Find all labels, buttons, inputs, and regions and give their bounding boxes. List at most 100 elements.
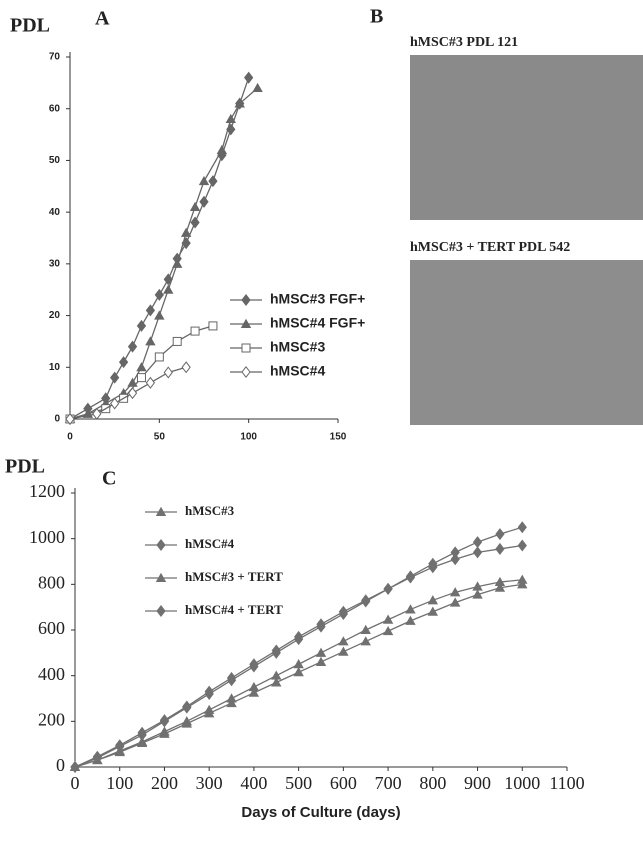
marker: [159, 726, 170, 736]
marker: [294, 630, 304, 643]
marker: [65, 412, 75, 426]
marker: [190, 326, 200, 336]
marker: [163, 366, 173, 379]
y-tick-label: 0: [56, 755, 65, 775]
x-tick-label: 0: [67, 432, 73, 443]
x-tick-label: 200: [151, 773, 178, 793]
marker: [248, 681, 260, 692]
micrograph: [410, 55, 643, 220]
marker: [115, 739, 125, 752]
x-tick-label: 0: [71, 773, 80, 793]
legend-marker: [240, 318, 252, 328]
marker: [225, 113, 236, 124]
marker: [338, 636, 349, 646]
marker: [428, 561, 438, 574]
marker: [154, 352, 164, 362]
marker: [382, 614, 394, 624]
legend-label: hMSC#3: [185, 503, 235, 518]
image-caption: hMSC#3 PDL 121: [410, 35, 518, 50]
marker: [383, 582, 393, 595]
x-tick-label: 500: [285, 773, 312, 793]
y-tick-label: 600: [38, 618, 65, 638]
marker: [92, 407, 102, 420]
marker: [181, 361, 191, 374]
marker: [180, 227, 192, 237]
y-tick-label: 70: [49, 52, 61, 63]
marker: [145, 336, 156, 346]
marker: [203, 704, 215, 714]
micrograph: [410, 260, 643, 425]
legend-marker: [241, 293, 251, 307]
legend-label: hMSC#4 FGF+: [270, 315, 365, 331]
marker: [495, 528, 505, 541]
panel-label: A: [95, 8, 110, 30]
marker: [226, 693, 237, 703]
marker: [234, 98, 245, 108]
x-tick-label: 900: [464, 773, 491, 793]
y-tick-label: 800: [38, 572, 65, 592]
y-tick-label: 60: [49, 103, 61, 114]
x-tick-label: 1100: [549, 773, 584, 793]
y-tick-label: 200: [38, 709, 65, 729]
marker: [405, 615, 416, 625]
marker: [189, 201, 201, 211]
marker: [427, 595, 439, 605]
marker: [136, 362, 147, 372]
y-tick-label: 30: [49, 258, 61, 269]
marker: [427, 606, 439, 616]
y-tick-label: 50: [49, 155, 61, 166]
marker: [494, 582, 506, 592]
x-tick-label: 400: [240, 773, 267, 793]
image-caption: hMSC#3 + TERT PDL 542: [410, 240, 570, 255]
y-tick-label: 1000: [29, 527, 65, 547]
marker: [472, 581, 483, 591]
legend-marker: [155, 506, 167, 516]
marker: [315, 647, 327, 657]
marker: [338, 646, 349, 656]
legend-label: hMSC#3 + TERT: [185, 569, 283, 584]
marker: [172, 336, 182, 346]
y-tick-label: 0: [54, 414, 60, 425]
marker: [136, 319, 147, 332]
marker: [199, 195, 209, 208]
marker: [271, 644, 281, 657]
legend-label: hMSC#4: [185, 536, 235, 551]
marker: [248, 687, 260, 697]
marker: [110, 371, 120, 384]
marker: [360, 624, 371, 634]
marker: [70, 760, 80, 774]
x-tick-label: 700: [375, 773, 402, 793]
marker: [472, 546, 483, 559]
marker: [182, 700, 192, 713]
panel-label: B: [370, 6, 383, 28]
marker: [449, 597, 461, 607]
marker: [244, 71, 254, 84]
legend-marker: [155, 572, 167, 582]
marker: [172, 258, 183, 268]
y-tick-label: 400: [38, 664, 65, 684]
marker: [136, 373, 146, 383]
marker: [181, 716, 193, 726]
marker: [216, 144, 228, 155]
marker: [127, 387, 138, 400]
marker: [249, 658, 259, 671]
marker: [159, 714, 170, 727]
marker: [293, 659, 304, 669]
marker: [271, 670, 282, 680]
x-tick-label: 600: [330, 773, 357, 793]
marker: [127, 340, 138, 353]
marker: [315, 656, 327, 666]
y-axis-label: PDL: [10, 15, 50, 37]
legend-marker: [156, 604, 166, 618]
marker: [204, 685, 214, 698]
marker: [136, 736, 148, 746]
legend-label: hMSC#4: [270, 363, 325, 379]
marker: [118, 356, 129, 369]
marker: [127, 377, 138, 387]
legend-label: hMSC#4 + TERT: [185, 602, 283, 617]
marker: [208, 175, 218, 188]
y-tick-label: 10: [49, 362, 61, 373]
marker: [154, 310, 165, 320]
x-tick-label: 1000: [504, 773, 540, 793]
